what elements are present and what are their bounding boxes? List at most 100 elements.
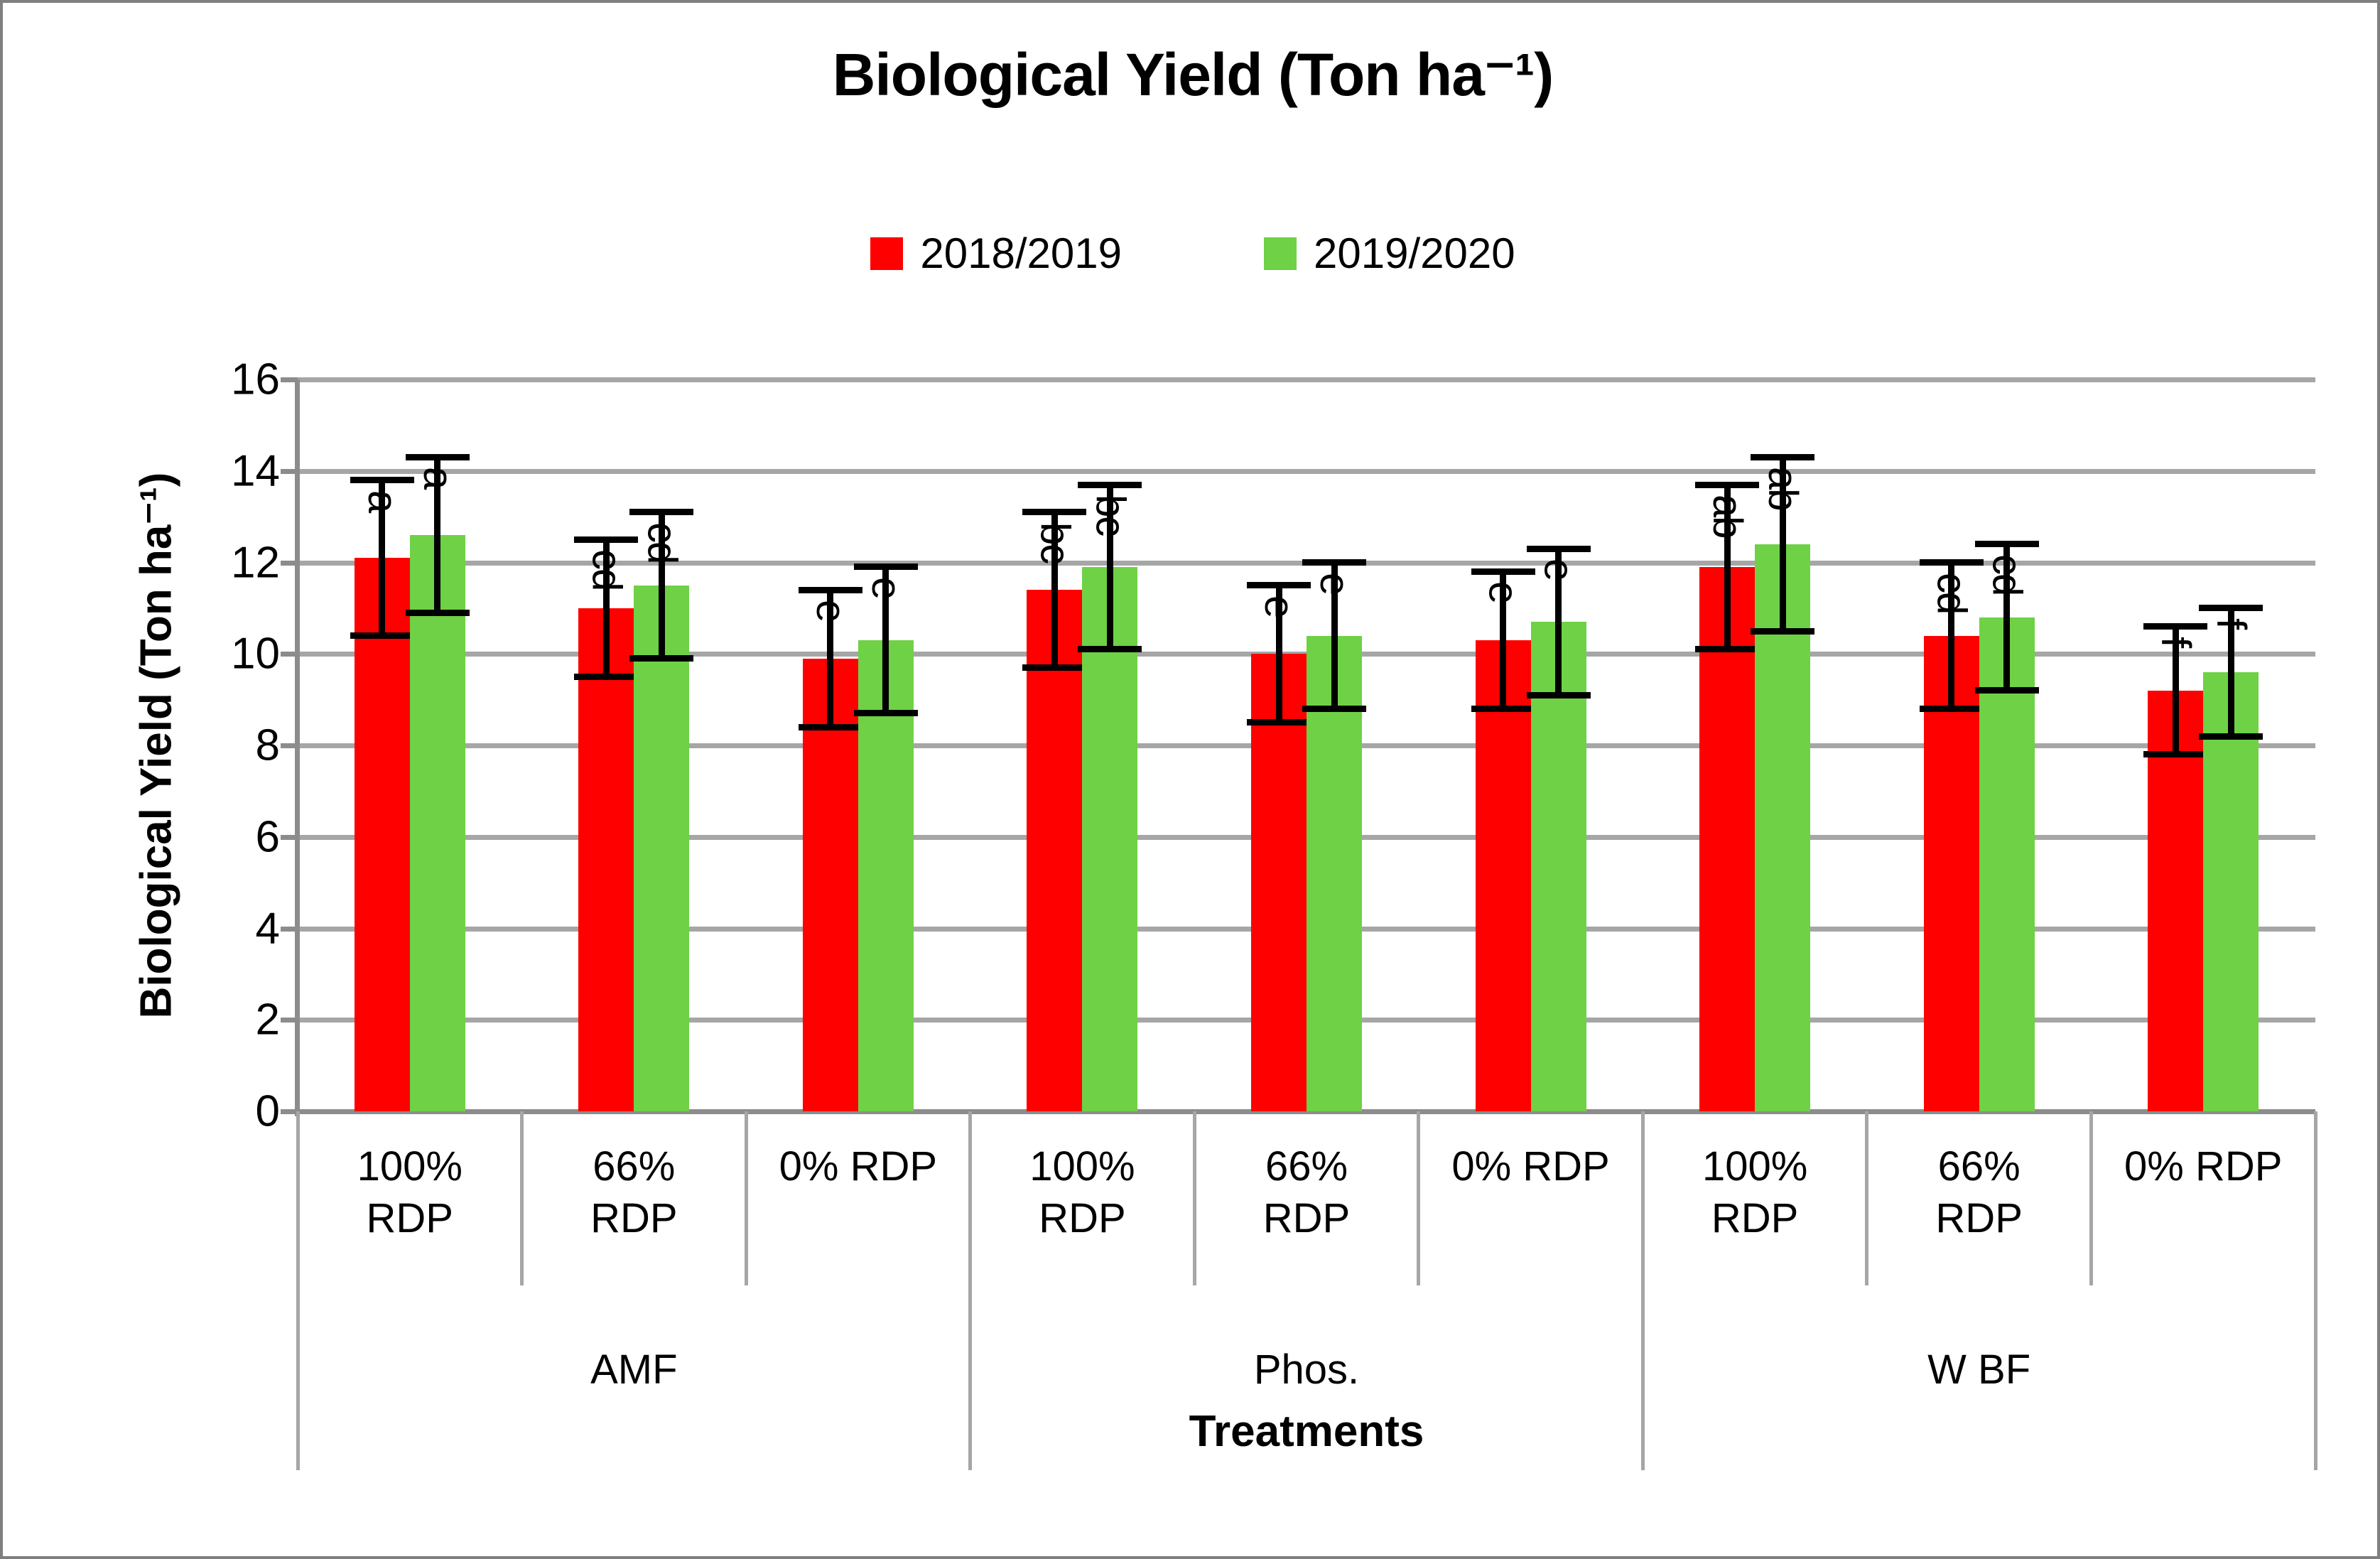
error-cap-top bbox=[1471, 568, 1535, 575]
legend-swatch-green bbox=[1264, 237, 1297, 270]
y-tick-mark bbox=[281, 1109, 298, 1114]
bar-W BF-100% RDP-2018/2019[interactable] bbox=[1699, 566, 1756, 1111]
significance-letters: e bbox=[1535, 559, 1582, 581]
error-cap-bottom bbox=[1695, 646, 1760, 653]
error-cap-top bbox=[350, 477, 414, 484]
bar-AMF-100% RDP-2019/2020[interactable] bbox=[409, 534, 465, 1111]
error-cap-top bbox=[1919, 559, 1984, 566]
error-cap-bottom bbox=[574, 673, 639, 680]
error-bar bbox=[1051, 512, 1058, 668]
error-cap-bottom bbox=[1302, 706, 1366, 712]
bar-W BF-66% RDP-2019/2020[interactable] bbox=[1979, 617, 2035, 1111]
error-cap-bottom bbox=[350, 632, 414, 639]
bar-AMF-0% RDP-2019/2020[interactable] bbox=[858, 640, 914, 1111]
legend-swatch-red bbox=[870, 237, 904, 270]
bar-W BF-100% RDP-2019/2020[interactable] bbox=[1755, 544, 1811, 1111]
significance-letters: cd bbox=[639, 522, 686, 563]
category-separator bbox=[1417, 1111, 1421, 1285]
error-bar bbox=[827, 590, 834, 728]
y-tick-label-10: 10 bbox=[231, 629, 280, 679]
error-bar bbox=[602, 539, 610, 677]
significance-letters: bc bbox=[1032, 522, 1078, 563]
error-bar bbox=[1948, 562, 1955, 709]
category-separator bbox=[520, 1111, 524, 1285]
error-cap-bottom bbox=[853, 710, 918, 717]
error-cap-top bbox=[1247, 582, 1311, 589]
error-cap-bottom bbox=[1078, 646, 1142, 653]
category-label-Phos.-0% RDP: 0% RDP bbox=[1451, 1143, 1610, 1190]
bar-AMF-66% RDP-2019/2020[interactable] bbox=[634, 585, 690, 1111]
significance-letters: cd bbox=[1984, 554, 2030, 595]
group-separator bbox=[1640, 1111, 1645, 1470]
bar-Phos.-0% RDP-2018/2019[interactable] bbox=[1475, 640, 1531, 1111]
y-tick-label-6: 6 bbox=[255, 812, 280, 862]
chart-title: Biological Yield (Ton ha⁻¹) bbox=[3, 40, 2377, 109]
bar-AMF-0% RDP-2018/2019[interactable] bbox=[802, 658, 858, 1111]
bar-Phos.-66% RDP-2018/2019[interactable] bbox=[1251, 654, 1307, 1111]
y-tick-label-4: 4 bbox=[255, 904, 280, 953]
legend: 2018/2019 2019/2020 bbox=[3, 229, 2377, 278]
bar-Phos.-0% RDP-2019/2020[interactable] bbox=[1530, 622, 1586, 1111]
category-label-Phos.-66% RDP: 66% RDP bbox=[1262, 1143, 1351, 1241]
error-cap-top bbox=[798, 586, 862, 593]
category-separator bbox=[1865, 1111, 1869, 1285]
significance-letters: a bbox=[414, 467, 461, 489]
error-cap-top bbox=[1526, 545, 1591, 552]
bar-AMF-100% RDP-2018/2019[interactable] bbox=[354, 558, 410, 1111]
bar-Phos.-66% RDP-2019/2020[interactable] bbox=[1307, 635, 1362, 1111]
category-label-Phos.-100% RDP: 100% RDP bbox=[1029, 1143, 1135, 1241]
category-label-AMF-0% RDP: 0% RDP bbox=[779, 1143, 938, 1190]
group-separator bbox=[2313, 1111, 2317, 1470]
y-axis-line bbox=[295, 379, 300, 1116]
y-tick-label-12: 12 bbox=[231, 538, 280, 587]
error-cap-top bbox=[574, 536, 639, 543]
legend-label: 2019/2020 bbox=[1314, 230, 1515, 277]
category-label-AMF-66% RDP: 66% RDP bbox=[590, 1143, 678, 1241]
y-tick-label-16: 16 bbox=[231, 355, 280, 404]
error-cap-bottom bbox=[1471, 706, 1535, 712]
legend-item-2018-2019[interactable]: 2018/2019 bbox=[870, 229, 1122, 278]
significance-letters: f bbox=[2208, 617, 2255, 628]
y-tick-mark bbox=[281, 468, 298, 474]
bar-AMF-66% RDP-2018/2019[interactable] bbox=[578, 608, 634, 1111]
error-bar bbox=[379, 480, 386, 636]
plot-area: 0 2 4 6 8 10 12 14 16 a a 100% RDP cd cd 66% RDP e e 0% R… bbox=[3, 3, 2377, 1556]
gridline-y-14 bbox=[298, 468, 2315, 474]
y-tick-label-2: 2 bbox=[255, 995, 280, 1045]
error-bar bbox=[1331, 562, 1338, 709]
significance-letters: a bbox=[359, 490, 406, 512]
error-cap-bottom bbox=[629, 655, 694, 662]
error-bar bbox=[2172, 626, 2179, 755]
error-cap-bottom bbox=[1919, 706, 1984, 712]
group-label-W BF: W BF bbox=[1927, 1347, 2031, 1393]
significance-letters: e bbox=[1311, 572, 1358, 594]
group-separator bbox=[296, 1111, 300, 1470]
bar-W BF-0% RDP-2019/2020[interactable] bbox=[2203, 672, 2259, 1111]
error-cap-bottom bbox=[1751, 627, 1815, 635]
error-cap-top bbox=[629, 509, 694, 516]
y-tick-mark bbox=[281, 743, 298, 748]
y-tick-mark bbox=[281, 652, 298, 657]
bar-W BF-66% RDP-2018/2019[interactable] bbox=[1923, 635, 1979, 1111]
category-label-W BF-100% RDP: 100% RDP bbox=[1702, 1143, 1808, 1241]
legend-item-2019-2020[interactable]: 2019/2020 bbox=[1264, 229, 1515, 278]
error-cap-top bbox=[1751, 453, 1815, 460]
error-cap-bottom bbox=[1974, 687, 2039, 694]
error-cap-bottom bbox=[798, 723, 862, 730]
significance-letters: e bbox=[862, 576, 909, 599]
significance-letters: ab bbox=[1704, 495, 1751, 538]
bar-W BF-0% RDP-2018/2019[interactable] bbox=[2148, 690, 2204, 1111]
significance-letters: ab bbox=[1760, 467, 1807, 510]
error-cap-top bbox=[1302, 559, 1366, 566]
error-cap-top bbox=[853, 563, 918, 571]
bar-Phos.-100% RDP-2018/2019[interactable] bbox=[1027, 590, 1083, 1111]
error-bar bbox=[882, 566, 889, 713]
category-label-AMF-100% RDP: 100% RDP bbox=[357, 1143, 463, 1241]
bar-Phos.-100% RDP-2019/2020[interactable] bbox=[1082, 566, 1138, 1111]
y-tick-mark bbox=[281, 834, 298, 840]
error-bar bbox=[1779, 457, 1786, 632]
error-cap-bottom bbox=[1526, 691, 1591, 698]
x-axis-title: Treatments bbox=[1189, 1407, 1424, 1456]
error-bar bbox=[2227, 608, 2234, 737]
